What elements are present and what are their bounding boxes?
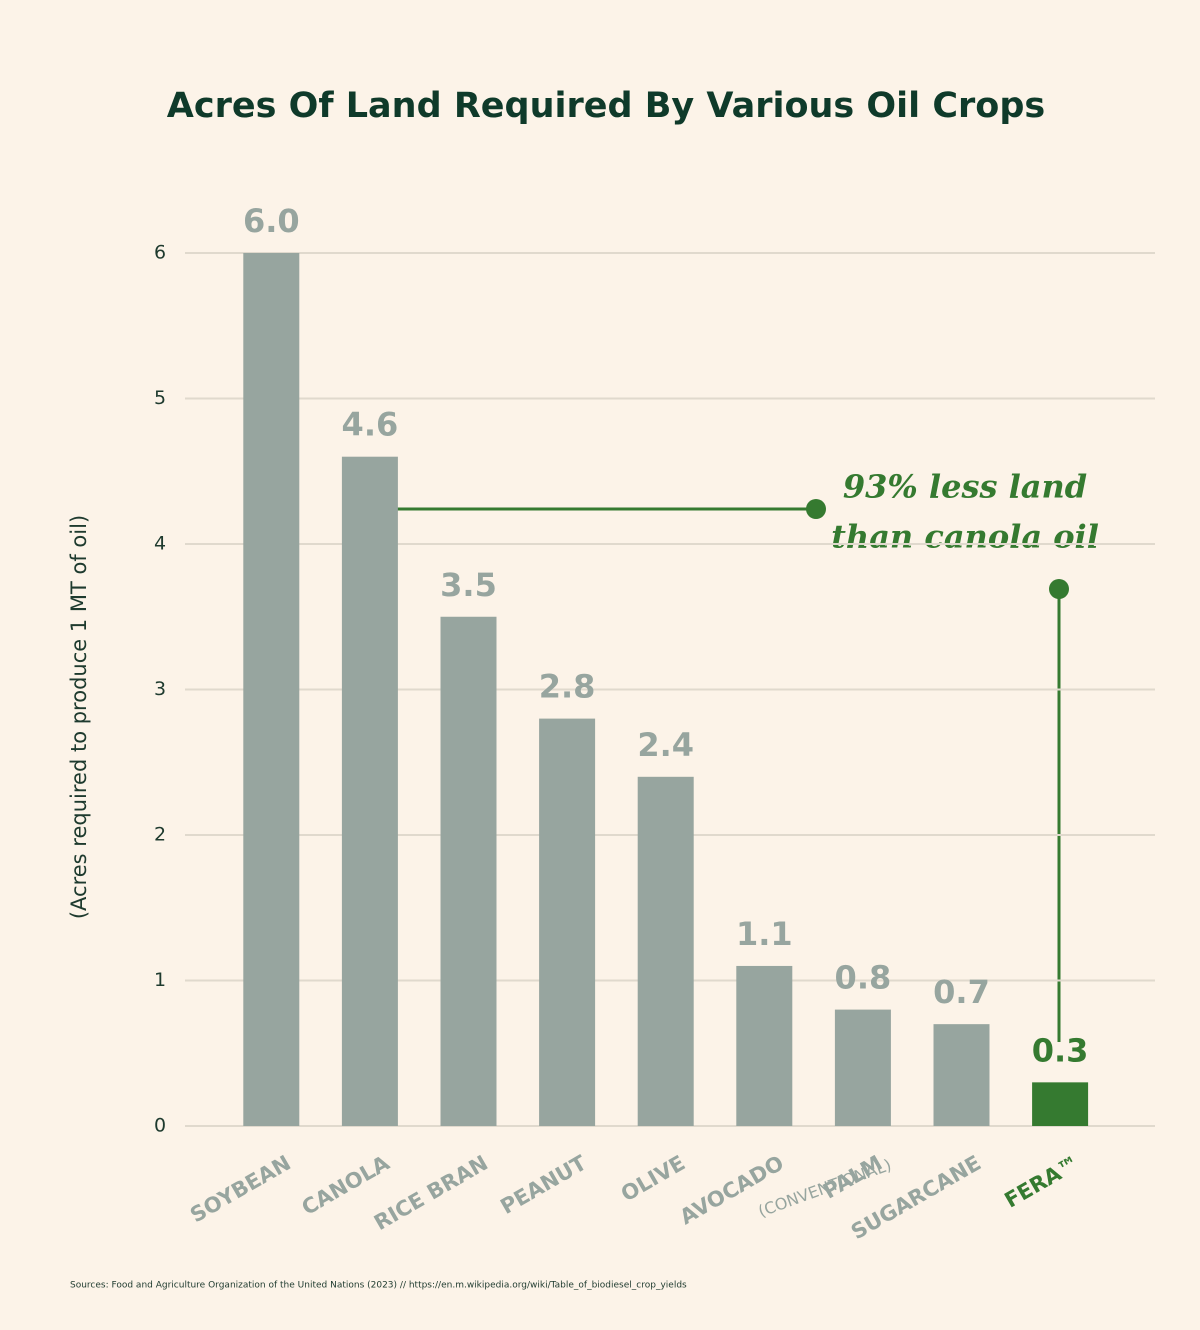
annotation: 93% less land xyxy=(843,468,1087,506)
y-axis-label: (Acres required to produce 1 MT of oil) xyxy=(67,515,91,919)
y-tick-label: 3 xyxy=(154,678,166,700)
y-tick-label: 0 xyxy=(154,1115,166,1137)
value-label: 0.7 xyxy=(933,973,990,1011)
chart-title: Acres Of Land Required By Various Oil Cr… xyxy=(167,86,1046,126)
bar xyxy=(637,776,694,1126)
bar xyxy=(341,456,398,1126)
bar xyxy=(440,616,497,1126)
bar xyxy=(1032,1082,1089,1126)
value-label: 0.3 xyxy=(1032,1031,1089,1069)
connector-dot xyxy=(1049,579,1069,599)
value-label: 2.8 xyxy=(539,668,596,706)
connector-dot xyxy=(806,499,826,519)
bar xyxy=(243,253,300,1126)
value-label: 2.4 xyxy=(637,726,694,764)
value-label: 6.0 xyxy=(243,202,300,240)
value-label: 1.1 xyxy=(736,915,793,953)
value-label: 0.8 xyxy=(835,959,892,997)
y-tick-label: 5 xyxy=(154,387,166,409)
annotation: than canola oil xyxy=(831,518,1099,556)
y-tick-label: 1 xyxy=(154,969,166,991)
y-tick-label: 2 xyxy=(154,824,166,846)
value-label: 3.5 xyxy=(440,566,497,604)
bar xyxy=(834,1009,891,1126)
y-tick-label: 4 xyxy=(154,533,166,555)
bar xyxy=(539,718,596,1126)
source: Sources: Food and Agriculture Organizati… xyxy=(70,1281,687,1291)
value-label: 4.6 xyxy=(342,406,399,444)
bar xyxy=(933,1024,990,1126)
bar xyxy=(736,965,793,1126)
y-tick-label: 6 xyxy=(154,242,166,264)
